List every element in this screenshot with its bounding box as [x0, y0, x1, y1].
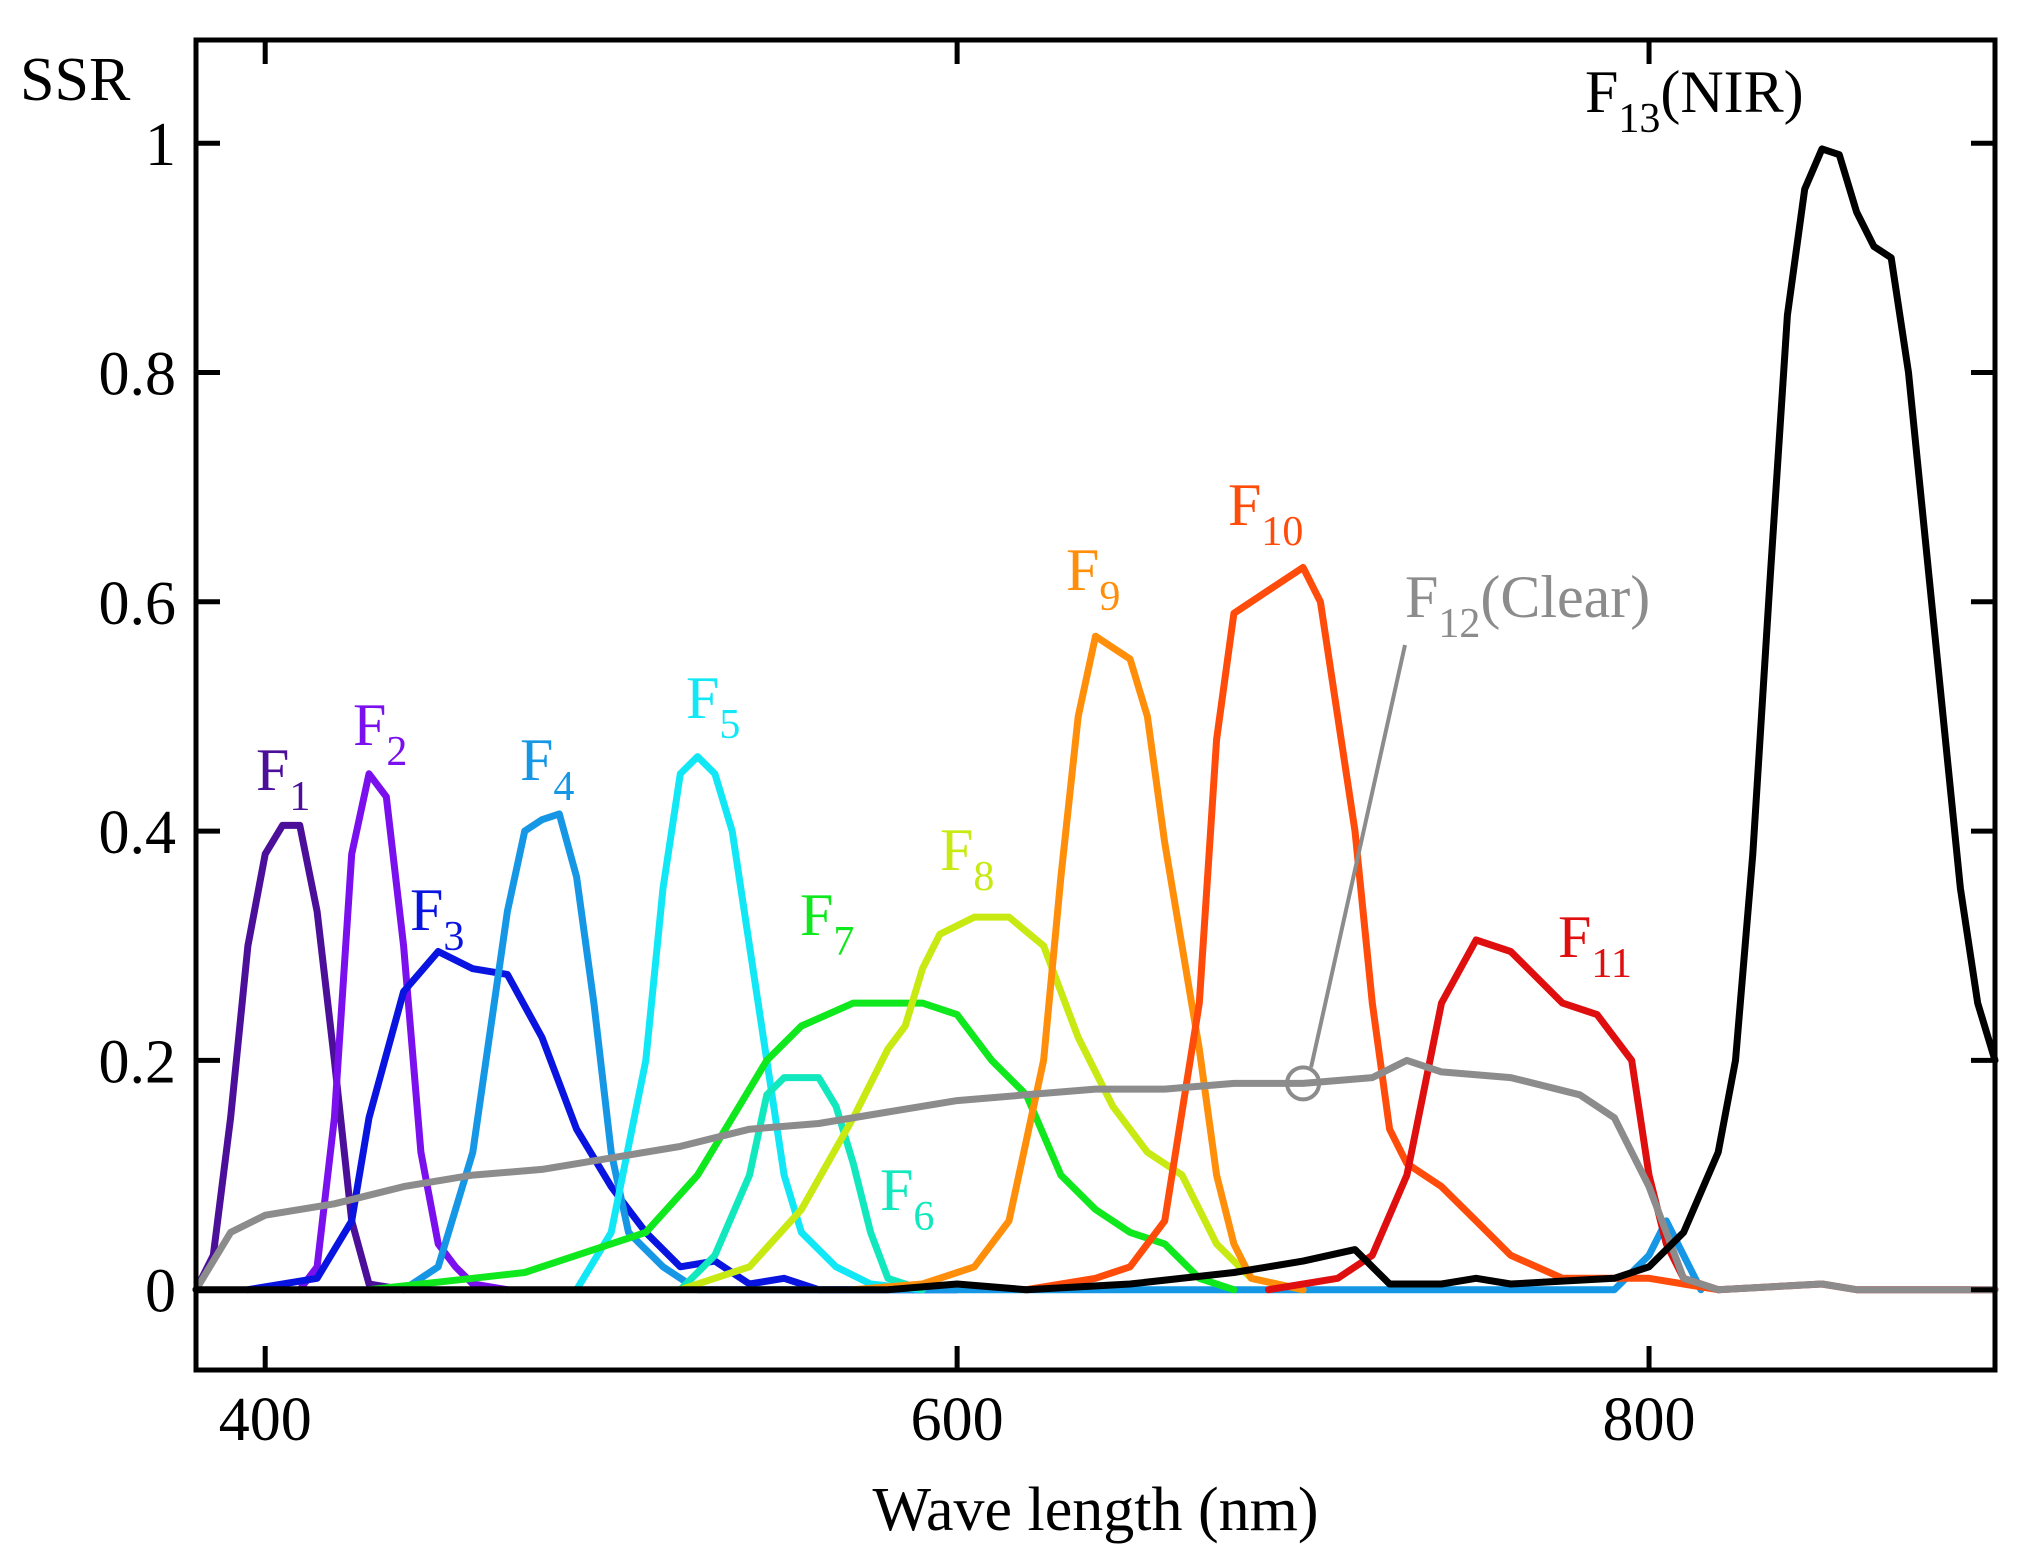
- series-line-f1: [192, 821, 408, 1294]
- series-line-f4: [400, 810, 1705, 1294]
- series-labels-layer: F1 F2 F3 F4 F5 F6 F7 F8 F9 F10 F11 F12(Clear) F13(NI…: [256, 59, 1804, 1240]
- y-axis-title: SSR: [20, 46, 131, 114]
- series-layer: [192, 145, 1999, 1294]
- series-label-f9: F9: [1066, 537, 1120, 620]
- series-label-f10: F10: [1228, 472, 1303, 555]
- clear-leader-layer: [1285, 644, 1407, 1102]
- ticks-layer: 400 600 800 0 0.2 0.4 0.6 0.8 1: [99, 40, 1995, 1454]
- clear-leader-line: [1309, 644, 1407, 1068]
- x-axis-title: Wave length (nm): [872, 1476, 1318, 1544]
- series-label-f11: F11: [1558, 904, 1632, 987]
- x-tick-label: 600: [911, 1386, 1004, 1454]
- series-label-f7: F7: [800, 882, 854, 965]
- series-line-f5: [573, 753, 926, 1294]
- y-tick-label: 0.4: [99, 799, 177, 867]
- series-line-f10: [1022, 563, 1722, 1294]
- series-line-f9: [849, 632, 1307, 1294]
- series-label-f5: F5: [686, 665, 740, 748]
- series-label-f2: F2: [353, 692, 407, 775]
- series-line-f3: [244, 948, 961, 1294]
- series-line-f2: [296, 770, 511, 1294]
- y-tick-label: 0: [145, 1258, 176, 1326]
- series-line-f13-nir: [192, 145, 1999, 1294]
- series-line-f7: [365, 999, 1238, 1294]
- series-label-f4: F4: [520, 727, 574, 810]
- plot-frame: [193, 37, 1998, 1373]
- y-tick-label: 0.6: [99, 570, 177, 638]
- y-tick-label: 0.8: [99, 341, 177, 409]
- series-line-f6: [676, 1074, 926, 1294]
- y-tick-label: 0.2: [99, 1028, 177, 1096]
- series-label-f12-clear: F12(Clear): [1405, 564, 1650, 647]
- series-label-f8: F8: [940, 817, 994, 900]
- series-line-f12-clear: [192, 1056, 1999, 1294]
- series-line-f8: [676, 913, 1307, 1294]
- y-tick-label: 1: [145, 111, 176, 179]
- series-label-f13-nir: F13(NIR): [1585, 59, 1804, 142]
- x-tick-label: 800: [1603, 1386, 1696, 1454]
- series-label-f3: F3: [410, 877, 464, 960]
- series-label-f1: F1: [256, 737, 310, 820]
- clear-leader-marker: [1285, 1065, 1322, 1102]
- series-label-f6: F6: [880, 1157, 934, 1240]
- x-tick-label: 400: [219, 1386, 312, 1454]
- series-line-f11: [1265, 936, 1999, 1294]
